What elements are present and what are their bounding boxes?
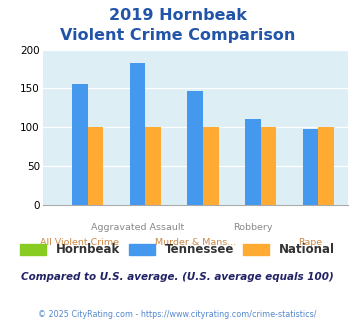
Legend: Hornbeak, Tennessee, National: Hornbeak, Tennessee, National: [15, 239, 340, 261]
Bar: [130, 63, 145, 205]
Text: Murder & Mans...: Murder & Mans...: [155, 238, 236, 247]
Bar: [187, 91, 203, 205]
Bar: [318, 127, 334, 205]
Bar: [88, 127, 103, 205]
Text: © 2025 CityRating.com - https://www.cityrating.com/crime-statistics/: © 2025 CityRating.com - https://www.city…: [38, 310, 317, 319]
Text: Rape: Rape: [299, 238, 323, 247]
Text: Robbery: Robbery: [233, 223, 273, 232]
Bar: [303, 129, 318, 205]
Bar: [203, 127, 219, 205]
Bar: [72, 84, 88, 205]
Text: All Violent Crime: All Violent Crime: [40, 238, 119, 247]
Text: 2019 Hornbeak: 2019 Hornbeak: [109, 8, 246, 23]
Bar: [261, 127, 276, 205]
Text: Compared to U.S. average. (U.S. average equals 100): Compared to U.S. average. (U.S. average …: [21, 272, 334, 282]
Bar: [145, 127, 161, 205]
Text: Violent Crime Comparison: Violent Crime Comparison: [60, 28, 295, 43]
Text: Aggravated Assault: Aggravated Assault: [91, 223, 184, 232]
Bar: [245, 119, 261, 205]
